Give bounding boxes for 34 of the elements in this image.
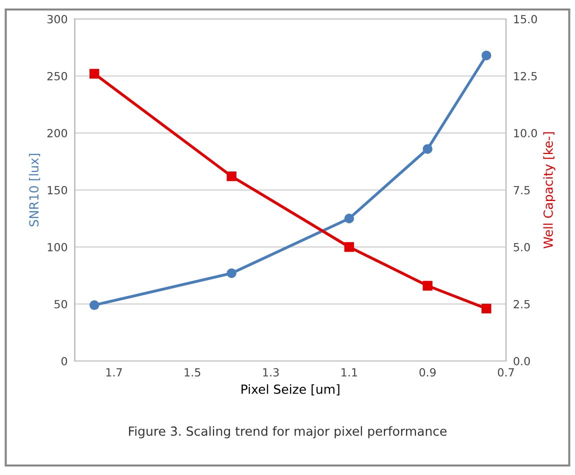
y-tick-label: 250 [47,72,68,80]
x-tick-label: 0.9 [419,368,436,377]
x-tick-label: 1.5 [184,368,200,377]
y2-axis-title: Well Capacity [ke-] [543,132,556,248]
y-tick-label: 50 [54,300,68,308]
y2-tick-label: 15.0 [514,14,537,24]
point [89,68,100,79]
y-tick-label: 100 [48,242,68,252]
point [226,268,236,278]
x-tick-label: 1.7 [106,368,122,376]
y-tick-label: 150 [48,186,68,194]
y2-tick-label: 2.5 [514,300,530,308]
y-tick-label: 200 [47,128,68,138]
point [422,280,432,291]
caption: Figure 3. Scaling trend for major pixel performance [129,426,447,438]
x-tick-label: 0.7 [498,368,514,377]
point [422,144,432,154]
x-axis-title: Pixel Seize [um] [242,384,340,396]
y-tick-label: 0 [61,356,68,366]
point [344,214,354,224]
y-tick-label: 300 [47,14,68,24]
y2-tick-label: 10.0 [514,128,537,138]
point [226,171,236,182]
x-tick-label: 1.1 [342,368,357,376]
y2-tick-label: 0.0 [514,356,530,366]
point [344,242,354,252]
y2-tick-label: 5.0 [514,242,530,252]
point [482,304,492,314]
x-tick-label: 1.3 [263,368,279,377]
point [482,50,492,60]
point [89,300,100,310]
y2-tick-label: 7.5 [514,186,530,194]
y-axis-title: SNR10 [lux] [28,154,40,226]
y2-tick-label: 12.5 [514,72,537,80]
